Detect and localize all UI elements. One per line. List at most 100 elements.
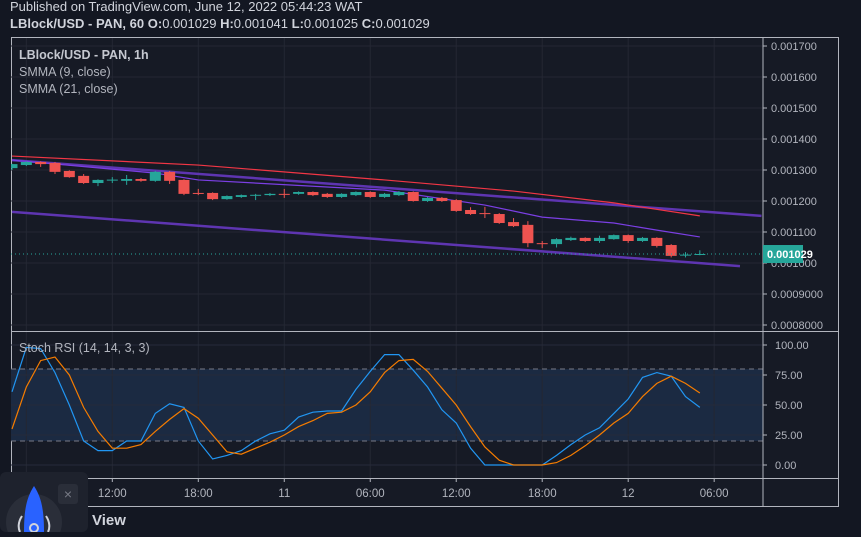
candle — [608, 234, 620, 240]
candle-body — [149, 171, 161, 181]
candle — [321, 192, 333, 198]
price-chart[interactable]: 0.001700 0.001600 0.001500 0.001400 0.001300… — [0, 0, 861, 523]
close-value: 0.001029 — [375, 16, 430, 31]
candle-body — [250, 194, 262, 196]
candle — [579, 237, 591, 242]
candle-body — [307, 192, 319, 196]
time-tick-label: 06:00 — [356, 488, 385, 500]
candle — [20, 161, 32, 166]
price-tick-label: 0.001200 — [771, 196, 817, 208]
candle-body — [35, 161, 47, 165]
candle-body — [536, 243, 548, 245]
candle-body — [235, 195, 247, 197]
candle-body — [63, 170, 75, 178]
candle-body — [622, 235, 634, 241]
candle-body — [407, 192, 419, 201]
price-tick-label: 0.0009000 — [771, 289, 823, 301]
candle — [35, 161, 47, 167]
candle-body — [92, 179, 104, 184]
symbol-label: LBlock/USD - PAN, 60 — [10, 16, 145, 31]
candle — [63, 170, 75, 178]
candle — [508, 218, 520, 228]
high-label: H: — [220, 16, 234, 31]
candle — [135, 178, 147, 182]
candle-body — [450, 200, 462, 211]
candle-body — [508, 222, 520, 227]
candle-body — [522, 224, 534, 244]
legend-symbol[interactable]: LBlock/USD - PAN, 1h — [19, 48, 149, 62]
candle-body — [221, 196, 233, 200]
smma-9-line — [11, 159, 700, 238]
candle — [493, 213, 505, 224]
candle — [307, 191, 319, 197]
candle-body — [465, 209, 477, 215]
candle-body — [164, 171, 176, 181]
stoch-k-line — [11, 346, 701, 466]
candle-body — [78, 175, 90, 184]
candle — [551, 238, 563, 248]
candle-body — [551, 239, 563, 245]
legend-stoch-rsi[interactable]: Stoch RSI (14, 14, 3, 3) — [19, 341, 150, 355]
stoch-tick-label: 75.00 — [775, 370, 803, 382]
time-tick-label: 12 — [622, 488, 635, 500]
time-tick-label: 18:00 — [184, 488, 213, 500]
candle — [178, 179, 190, 196]
published-caption: Published on TradingView.com, June 12, 2… — [10, 0, 363, 14]
legend-smma-9[interactable]: SMMA (9, close) — [19, 65, 111, 79]
time-tick-label: 12:00 — [98, 488, 127, 500]
candle-body — [278, 193, 290, 195]
time-tick-label: 11 — [278, 488, 290, 500]
legend-smma-21[interactable]: SMMA (21, close) — [19, 82, 118, 96]
symbol-ohlc-line: LBlock/USD - PAN, 60 O:0.001029 H:0.0010… — [10, 16, 430, 31]
candle — [250, 193, 262, 201]
candle-body — [379, 193, 391, 197]
low-value: 0.001025 — [303, 16, 359, 31]
candle-body — [637, 237, 649, 241]
candle — [49, 161, 61, 175]
candle — [164, 170, 176, 184]
candle — [336, 193, 348, 198]
candle — [379, 192, 391, 198]
candle — [637, 236, 649, 242]
candle — [350, 191, 362, 197]
close-icon[interactable]: × — [58, 484, 78, 504]
stoch-d-line — [11, 356, 701, 466]
candle — [121, 174, 133, 185]
stoch-pane — [11, 346, 701, 466]
candle — [465, 207, 477, 215]
price-tick-label: 0.001400 — [771, 134, 817, 146]
candle-body — [106, 179, 118, 181]
candle — [278, 188, 290, 198]
low-label: L: — [291, 16, 304, 31]
candle-body — [579, 237, 591, 241]
time-tick-label: 18:00 — [528, 488, 557, 500]
stoch-tick-label: 50.00 — [775, 400, 803, 412]
candle — [651, 237, 663, 248]
candle-body — [436, 197, 448, 201]
candle-body — [493, 214, 505, 224]
candle — [207, 192, 219, 201]
candle-body — [192, 192, 204, 194]
candle-body — [49, 162, 61, 172]
candle — [436, 196, 448, 202]
price-tick-label: 0.001100 — [771, 227, 816, 239]
close-label: C: — [361, 16, 376, 31]
candle-body — [594, 237, 606, 241]
candle — [221, 195, 233, 200]
candle — [594, 235, 606, 243]
candle-body — [264, 193, 276, 196]
price-tick-label: 0.0008000 — [771, 320, 823, 332]
candle-body — [608, 235, 620, 240]
candle-body — [422, 197, 434, 201]
open-value: 0.001029 — [162, 16, 217, 31]
price-pane — [11, 155, 762, 268]
candle-body — [565, 237, 577, 241]
candle — [479, 206, 491, 219]
candle — [622, 234, 634, 243]
candle — [522, 221, 534, 248]
price-tick-label: 0.001700 — [771, 41, 817, 53]
time-tick-label: 06:00 — [700, 488, 729, 500]
candle — [407, 191, 419, 202]
candle — [11, 163, 18, 170]
candle — [192, 188, 204, 196]
